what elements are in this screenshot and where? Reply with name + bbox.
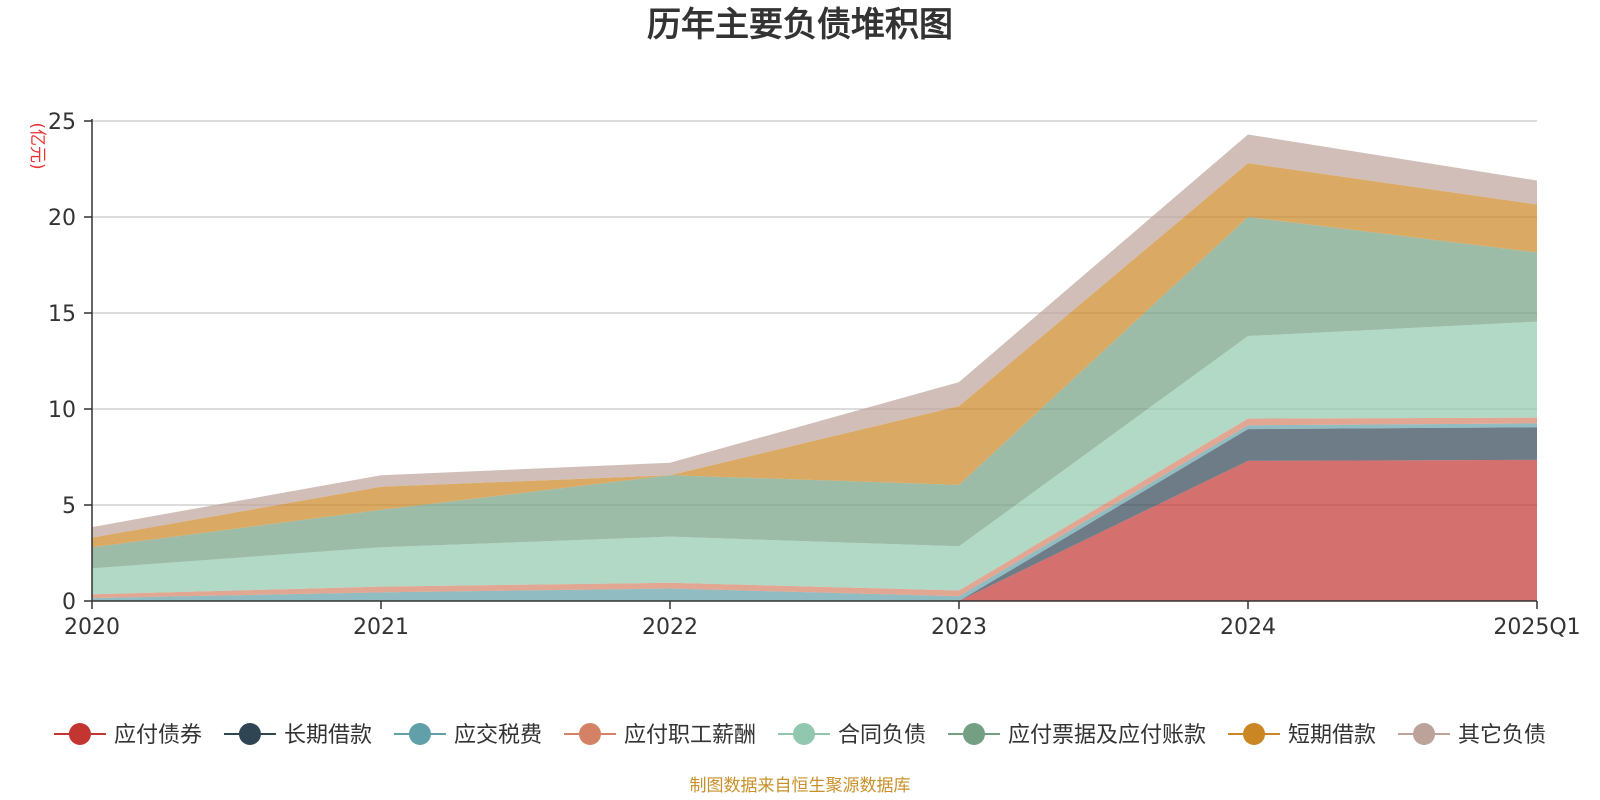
legend-label: 应交税费 — [454, 723, 542, 748]
axes: 0 5 10 15 20 25 2020 2021 2022 2023 2024 2025Q1 — [48, 110, 1581, 640]
legend-marker — [1413, 723, 1436, 745]
area-应付职工薪酬 — [92, 417, 1537, 599]
x-tick-label: 2020 — [64, 615, 120, 640]
x-tick-label: 2025Q1 — [1493, 615, 1580, 640]
legend-marker — [238, 723, 261, 745]
legend: 应付债券 长期借款 应交税费 应付职工薪酬 合同负债 应付票据及应付账款 短期借款 其它负债 — [53, 723, 1546, 748]
legend-item: 短期借款 — [1228, 723, 1376, 748]
legend-label: 合同负债 — [838, 723, 926, 748]
y-axis-unit-label: (亿元) — [27, 122, 47, 169]
area-series — [92, 134, 1537, 601]
legend-item: 应付债券 — [53, 723, 202, 748]
y-tick-label: 0 — [62, 590, 76, 615]
x-tick-label: 2021 — [353, 615, 409, 640]
legend-marker — [578, 723, 601, 745]
legend-marker — [408, 723, 431, 745]
legend-label: 应付职工薪酬 — [624, 723, 756, 748]
legend-item: 应交税费 — [393, 723, 542, 748]
y-tick-label: 10 — [48, 398, 76, 423]
legend-label: 短期借款 — [1288, 723, 1376, 748]
y-tick-label: 15 — [48, 302, 76, 327]
legend-item: 应付职工薪酬 — [563, 723, 756, 748]
x-tick-label: 2023 — [931, 615, 987, 640]
legend-marker — [68, 723, 91, 745]
legend-item: 其它负债 — [1398, 723, 1546, 748]
y-tick-label: 20 — [48, 206, 76, 231]
area-应付债券 — [92, 459, 1537, 601]
legend-label: 长期借款 — [284, 723, 372, 748]
legend-label: 应付票据及应付账款 — [1008, 723, 1206, 748]
x-tick-label: 2024 — [1220, 615, 1276, 640]
data-source-note: 制图数据来自恒生聚源数据库 — [690, 776, 911, 796]
area-应付票据及应付账款 — [92, 217, 1537, 569]
legend-item: 长期借款 — [223, 723, 372, 748]
legend-item: 合同负债 — [778, 723, 926, 748]
area-合同负债 — [92, 321, 1537, 595]
y-tick-label: 25 — [48, 110, 76, 135]
area-其它负债 — [92, 134, 1537, 538]
legend-marker — [793, 723, 815, 745]
legend-marker — [1243, 723, 1266, 745]
area-长期借款 — [92, 427, 1537, 601]
x-tick-label: 2022 — [642, 615, 698, 640]
legend-label: 其它负债 — [1458, 723, 1546, 748]
legend-label: 应付债券 — [114, 723, 202, 748]
area-短期借款 — [92, 163, 1537, 548]
legend-item: 应付票据及应付账款 — [948, 723, 1206, 748]
y-tick-label: 5 — [62, 494, 76, 519]
legend-marker — [963, 723, 986, 745]
chart-title: 历年主要负债堆积图 — [647, 5, 953, 45]
